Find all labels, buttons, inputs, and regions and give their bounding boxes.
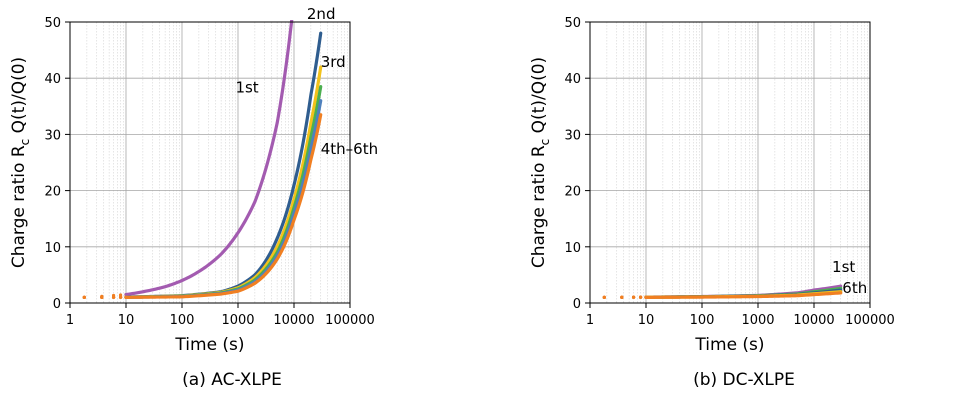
series-line-s1 xyxy=(124,20,294,297)
x-axis-label-dc: Time (s) xyxy=(694,335,764,355)
ticks-dc: 1 10 100 1000 10000 100000 0 10 20 30 40 50 xyxy=(564,16,894,328)
chart-panel-ac-xlpe: 1 10 100 1000 10000 100000 0 10 20 30 40 50 1st 2nd 3… xyxy=(9,5,378,390)
series-point-s5 xyxy=(638,295,643,299)
x-tick-label: 10 xyxy=(118,313,135,328)
x-tick-label: 100000 xyxy=(325,313,375,328)
y-axis-label-tail-ac: Q(t)/Q(0) xyxy=(9,57,29,139)
x-tick-label: 1000 xyxy=(221,313,254,328)
x-tick-label: 1 xyxy=(586,313,594,328)
y-axis-label-tail-dc: Q(t)/Q(0) xyxy=(529,57,549,139)
y-axis-label-main-ac: Charge ratio R xyxy=(9,145,29,268)
plot-frame-ac xyxy=(69,21,351,304)
x-tick-label: 100000 xyxy=(845,313,895,328)
series-line-s6 xyxy=(124,113,323,299)
series-annotation: 1st xyxy=(235,78,258,96)
curves-dc xyxy=(602,284,843,299)
series-point-s6 xyxy=(82,295,86,299)
y-tick-label: 50 xyxy=(564,16,581,31)
ticks-ac: 1 10 100 1000 10000 100000 0 10 20 30 40 50 xyxy=(44,16,374,328)
series-annotation: 3rd xyxy=(321,53,346,71)
y-axis-label-main-dc: Charge ratio R xyxy=(529,145,549,268)
series-point-s5 xyxy=(620,295,624,299)
y-axis-label-dc: Charge ratio Rc Q(t)/Q(0) xyxy=(529,57,552,268)
series-point-s5 xyxy=(631,295,636,299)
y-tick-label: 10 xyxy=(44,241,61,256)
x-tick-label: 1 xyxy=(66,313,74,328)
series-annotation: 6th xyxy=(842,279,867,297)
series-point-s5 xyxy=(602,295,606,299)
series-annotation: 1st xyxy=(832,258,855,276)
x-tick-label: 10 xyxy=(638,313,655,328)
y-tick-label: 30 xyxy=(44,128,61,143)
series-point-s6 xyxy=(111,295,116,299)
caption-dc-xlpe: (b) DC-XLPE xyxy=(693,370,795,390)
x-axis-label-ac: Time (s) xyxy=(174,335,244,355)
y-axis-label-sub-dc: c xyxy=(538,139,552,146)
grid-dc xyxy=(589,21,871,304)
series-annotation: 2nd xyxy=(307,5,336,23)
plot-frame-dc xyxy=(589,21,871,304)
y-tick-label: 0 xyxy=(573,297,581,312)
y-tick-label: 30 xyxy=(564,128,581,143)
x-tick-label: 100 xyxy=(690,313,715,328)
y-tick-label: 20 xyxy=(44,185,61,200)
x-tick-label: 100 xyxy=(170,313,195,328)
y-tick-label: 20 xyxy=(564,185,581,200)
series-point-s6 xyxy=(118,295,123,299)
y-axis-label-sub-ac: c xyxy=(18,139,32,146)
y-axis-label-ac: Charge ratio Rc Q(t)/Q(0) xyxy=(9,57,32,268)
x-tick-label: 10000 xyxy=(273,313,314,328)
y-tick-label: 40 xyxy=(44,72,61,87)
caption-ac-xlpe: (a) AC-XLPE xyxy=(182,370,282,390)
x-tick-label: 1000 xyxy=(741,313,774,328)
curves-ac xyxy=(82,20,323,299)
y-tick-label: 50 xyxy=(44,16,61,31)
series-line-s2 xyxy=(124,31,323,299)
annotations-ac: 1st 2nd 3rd 4th–6th xyxy=(235,5,378,158)
y-tick-label: 0 xyxy=(53,297,61,312)
x-tick-label: 10000 xyxy=(793,313,834,328)
series-line-s5 xyxy=(644,291,843,299)
y-tick-label: 10 xyxy=(564,241,581,256)
series-annotation: 4th–6th xyxy=(321,140,378,158)
series-point-s6 xyxy=(100,295,104,299)
y-tick-label: 40 xyxy=(564,72,581,87)
